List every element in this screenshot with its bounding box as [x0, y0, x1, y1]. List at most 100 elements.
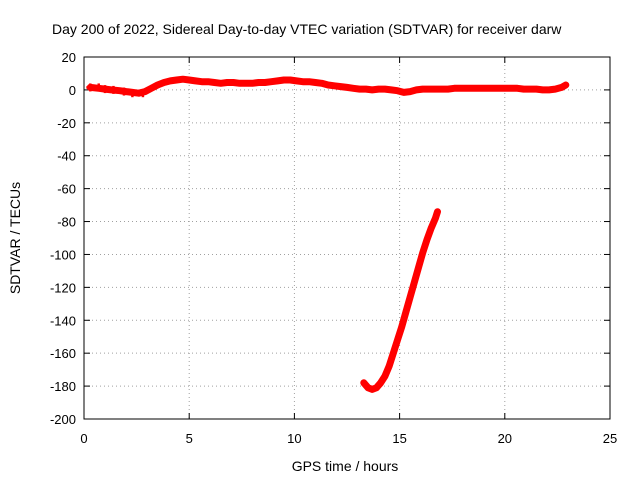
data-point — [458, 85, 464, 91]
data-point — [382, 86, 388, 92]
data-point — [161, 80, 167, 86]
data-point — [230, 80, 236, 86]
y-tick-label: -120 — [50, 280, 76, 295]
x-tick-label: 10 — [287, 431, 301, 446]
data-point — [559, 84, 565, 90]
y-tick-label: 20 — [62, 50, 76, 65]
data-point — [287, 77, 293, 83]
data-point — [211, 80, 217, 86]
data-point — [552, 86, 558, 92]
data-point — [403, 309, 409, 315]
data-point — [420, 250, 426, 256]
data-point — [344, 84, 350, 90]
data-point — [325, 82, 331, 88]
y-tick-label: -180 — [50, 379, 76, 394]
data-point — [394, 337, 400, 343]
data-point — [262, 80, 268, 86]
x-axis-label: GPS time / hours — [292, 458, 399, 474]
data-point — [174, 77, 180, 83]
data-point — [514, 85, 520, 91]
series-layer — [86, 75, 570, 393]
x-tick-label: 20 — [498, 431, 512, 446]
data-point — [300, 79, 306, 85]
data-point — [495, 85, 501, 91]
y-tick-label: -160 — [50, 346, 76, 361]
data-point — [382, 373, 388, 379]
data-point — [237, 80, 243, 86]
data-point — [376, 86, 382, 92]
y-tick-label: -20 — [57, 116, 76, 131]
data-point — [357, 86, 363, 92]
y-tick-label: 0 — [69, 83, 76, 98]
data-point — [256, 80, 262, 86]
data-point — [540, 87, 546, 93]
data-point — [167, 78, 173, 84]
plus-marker — [119, 87, 128, 96]
data-point — [428, 225, 434, 231]
chart-title: Day 200 of 2022, Sidereal Day-to-day VTE… — [52, 21, 562, 37]
data-point — [363, 86, 369, 92]
data-point — [148, 85, 154, 91]
data-point — [413, 87, 419, 93]
data-point — [399, 324, 405, 330]
data-point — [361, 380, 367, 386]
data-point — [243, 80, 249, 86]
plus-marker — [94, 83, 103, 92]
data-point — [451, 85, 457, 91]
data-point — [432, 215, 438, 221]
data-point — [319, 80, 325, 86]
data-point — [521, 86, 527, 92]
data-point — [218, 80, 224, 86]
data-point — [434, 209, 440, 215]
data-point — [407, 294, 413, 300]
y-tick-label: -60 — [57, 182, 76, 197]
y-tick-label: -40 — [57, 149, 76, 164]
data-point — [420, 86, 426, 92]
y-tick-label: -100 — [50, 247, 76, 262]
data-point — [350, 85, 356, 91]
y-tick-label: -200 — [50, 412, 76, 427]
data-point — [483, 85, 489, 91]
data-point — [294, 78, 300, 84]
axis-ticks: 20 0 -20 -40 -60 -80 -100 -120 -140 -160 -180 -200 0… — [50, 50, 617, 446]
data-point — [249, 80, 255, 86]
data-point — [416, 265, 422, 271]
plus-marker — [109, 85, 118, 94]
data-point — [432, 86, 438, 92]
plus-marker — [138, 89, 147, 98]
data-point — [369, 386, 375, 392]
data-point — [394, 88, 400, 94]
data-point — [388, 87, 394, 93]
data-point — [502, 85, 508, 91]
data-point — [563, 82, 569, 88]
data-point — [445, 86, 451, 92]
data-point — [268, 79, 274, 85]
data-point — [508, 85, 514, 91]
data-point — [306, 79, 312, 85]
data-point — [312, 80, 318, 86]
data-point — [477, 85, 483, 91]
data-point — [369, 87, 375, 93]
y-axis-label: SDTVAR / TECUs — [7, 182, 23, 294]
data-point — [373, 385, 379, 391]
data-point — [275, 78, 281, 84]
data-point — [186, 77, 192, 83]
data-point — [205, 79, 211, 85]
data-point — [378, 380, 384, 386]
x-tick-label: 5 — [186, 431, 193, 446]
data-point — [439, 86, 445, 92]
data-point — [193, 78, 199, 84]
data-point — [424, 237, 430, 243]
data-point — [331, 83, 337, 89]
data-point — [390, 350, 396, 356]
x-tick-label: 0 — [80, 431, 87, 446]
data-point — [224, 80, 230, 86]
x-tick-label: 25 — [603, 431, 617, 446]
data-point — [546, 87, 552, 93]
plus-marker — [86, 83, 95, 92]
data-point — [365, 385, 371, 391]
data-point — [527, 86, 533, 92]
plus-marker — [101, 85, 110, 94]
data-point — [470, 85, 476, 91]
